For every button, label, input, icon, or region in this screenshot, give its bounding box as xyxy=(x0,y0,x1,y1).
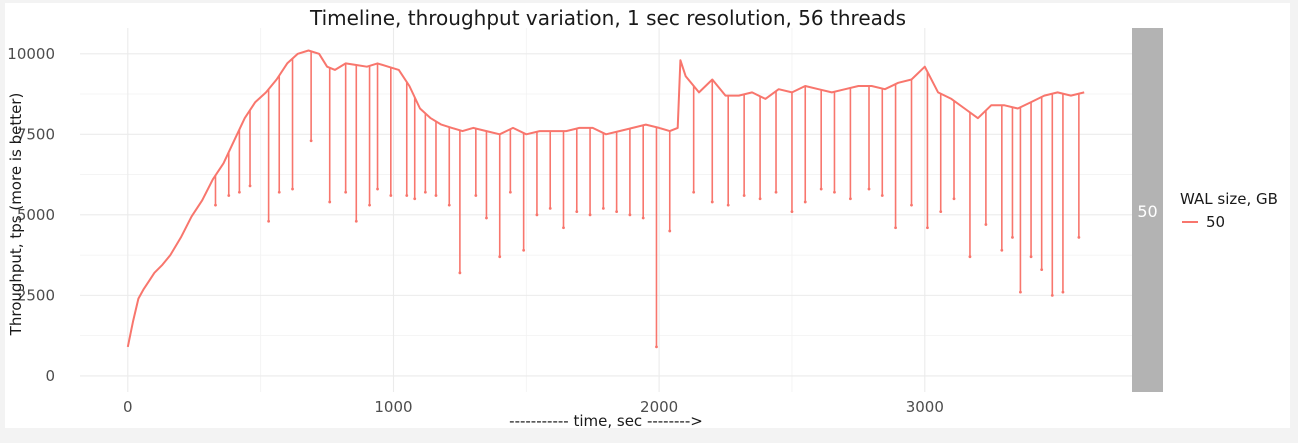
dip-point xyxy=(790,210,794,214)
dip-point xyxy=(344,190,348,194)
dip-point xyxy=(952,197,956,201)
dip-point xyxy=(710,200,714,204)
dip-point xyxy=(984,223,988,226)
dip-point xyxy=(1000,248,1004,252)
dip-point xyxy=(601,206,605,210)
dip-point xyxy=(1011,235,1014,239)
dip-point xyxy=(819,187,823,191)
dip-point xyxy=(628,213,632,217)
dip-point xyxy=(833,190,836,194)
dip-point xyxy=(376,187,379,191)
dip-point xyxy=(328,200,332,204)
series-line-50 xyxy=(126,49,1085,348)
dip-point xyxy=(368,203,371,207)
dip-point xyxy=(389,194,393,197)
dip-point xyxy=(880,194,884,197)
y-ticks: 0 2500 5000 7500 10000 xyxy=(7,45,55,385)
dip-point xyxy=(1077,235,1081,239)
dip-point xyxy=(354,219,358,223)
dip-point xyxy=(1029,255,1033,259)
dip-point xyxy=(309,139,313,143)
dip-point xyxy=(237,190,241,194)
dip-point xyxy=(588,213,592,217)
dip-point xyxy=(939,210,943,214)
chart-card xyxy=(5,3,1290,428)
legend: WAL size, GB 50 xyxy=(1180,190,1278,231)
dip-point xyxy=(485,216,488,220)
dip-point xyxy=(575,210,579,214)
dip-point xyxy=(498,255,502,259)
dip-point xyxy=(277,190,281,194)
y-axis-title: Throughput, tps (more is better) xyxy=(7,93,25,337)
dip-point xyxy=(447,203,451,207)
dip-point xyxy=(742,194,746,197)
dip-point xyxy=(522,248,526,252)
dip-point xyxy=(894,226,897,230)
dip-point xyxy=(413,197,417,201)
x-tick-label: 2000 xyxy=(640,398,678,416)
dip-point xyxy=(655,345,658,349)
y-tick-label: 5000 xyxy=(17,206,55,224)
dip-point xyxy=(474,194,478,197)
dip-point xyxy=(910,203,913,207)
dip-point xyxy=(668,229,672,233)
dip-point xyxy=(758,197,762,201)
dip-point xyxy=(1040,268,1044,271)
dip-point xyxy=(535,213,539,217)
x-tick-label: 1000 xyxy=(374,398,412,416)
dip-point xyxy=(867,187,871,191)
legend-label: 50 xyxy=(1206,213,1225,231)
series-group xyxy=(126,49,1085,349)
x-axis-title: ----------- time, sec --------> xyxy=(509,412,703,430)
dip-point xyxy=(849,197,852,201)
dip-point xyxy=(968,255,972,259)
dip-point xyxy=(926,226,929,230)
dip-point xyxy=(615,210,619,214)
dip-point xyxy=(227,194,231,197)
y-tick-label: 10000 xyxy=(7,45,55,63)
y-tick-label: 2500 xyxy=(17,286,55,304)
dip-point xyxy=(423,190,427,194)
dip-point xyxy=(405,194,409,197)
y-tick-label: 7500 xyxy=(17,125,55,143)
y-tick-label: 0 xyxy=(45,367,55,385)
dip-point xyxy=(562,226,565,230)
facet-strip-label: 50 xyxy=(1137,202,1157,221)
facet-strip xyxy=(1132,28,1163,392)
x-ticks: 0 1000 2000 3000 xyxy=(123,398,944,416)
dip-point xyxy=(726,203,730,207)
dip-point xyxy=(1050,293,1054,297)
dip-point xyxy=(1061,290,1065,294)
dip-point xyxy=(774,190,778,194)
x-tick-label: 3000 xyxy=(906,398,944,416)
dip-point xyxy=(508,190,512,194)
dip-point xyxy=(692,190,696,194)
dip-point xyxy=(434,194,438,197)
dip-point xyxy=(641,216,645,220)
dip-point xyxy=(248,184,252,188)
dip-point xyxy=(291,187,294,191)
dip-point xyxy=(803,200,807,204)
dip-point xyxy=(548,206,552,210)
x-tick-label: 0 xyxy=(123,398,133,416)
dip-point xyxy=(267,219,271,223)
chart-title: Timeline, throughput variation, 1 sec re… xyxy=(309,6,906,30)
dip-point xyxy=(458,271,462,275)
dip-point xyxy=(1019,290,1022,294)
dip-point xyxy=(214,203,217,207)
legend-title: WAL size, GB xyxy=(1180,190,1278,208)
